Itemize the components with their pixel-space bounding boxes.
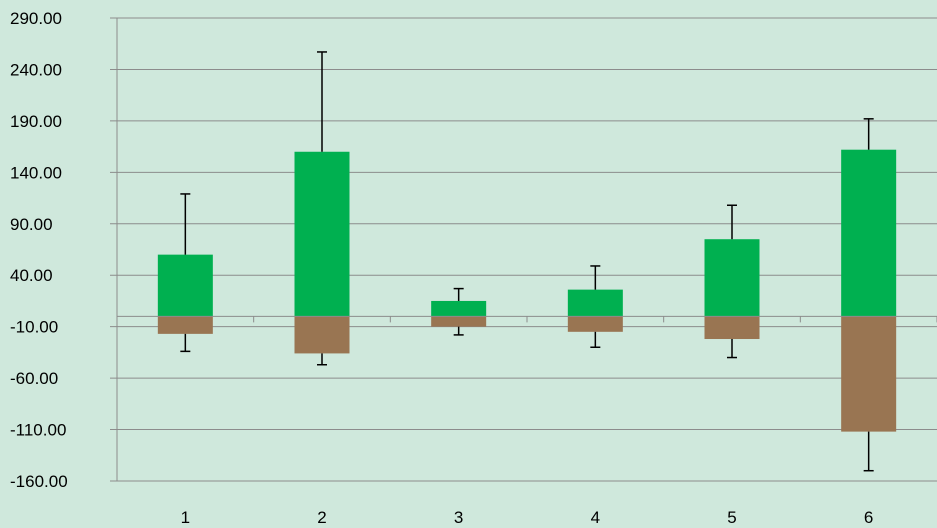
bar: [294, 151, 350, 317]
bar: [157, 254, 213, 317]
x-tick-label: 2: [317, 508, 326, 527]
x-tick-label: 5: [727, 508, 736, 527]
x-tick-label: 6: [864, 508, 873, 527]
x-tick-label: 4: [591, 508, 600, 527]
bar: [567, 316, 623, 332]
x-tick-label: 1: [181, 508, 190, 527]
y-tick-label: 40.00: [10, 266, 53, 285]
bar: [294, 316, 350, 354]
bar: [431, 316, 487, 327]
y-tick-label: 240.00: [10, 60, 62, 79]
bar: [157, 316, 213, 334]
bar: [841, 316, 897, 432]
y-tick-label: -60.00: [10, 369, 58, 388]
bar: [704, 239, 760, 317]
y-axis-labels: 290.00 240.00 190.00 140.00 90.00 40.00 -10.00…: [10, 9, 68, 491]
y-tick-label: 140.00: [10, 163, 62, 182]
bar: [431, 300, 487, 317]
y-tick-label: -10.00: [10, 318, 58, 337]
bar: [841, 149, 897, 317]
x-tick-label: 3: [454, 508, 463, 527]
y-tick-label: 290.00: [10, 9, 62, 28]
bar: [704, 316, 760, 340]
x-axis-labels: 1 2 3 4 5 6: [181, 508, 874, 527]
bar: [567, 289, 623, 317]
error-bars: [180, 51, 874, 472]
y-tick-label: 90.00: [10, 215, 53, 234]
y-tick-label: 190.00: [10, 112, 62, 131]
bars: [157, 149, 897, 432]
y-tick-label: -110.00: [10, 421, 66, 440]
y-tick-label: -160.00: [10, 472, 68, 491]
axes: [116, 18, 937, 481]
gridlines: [110, 17, 937, 482]
